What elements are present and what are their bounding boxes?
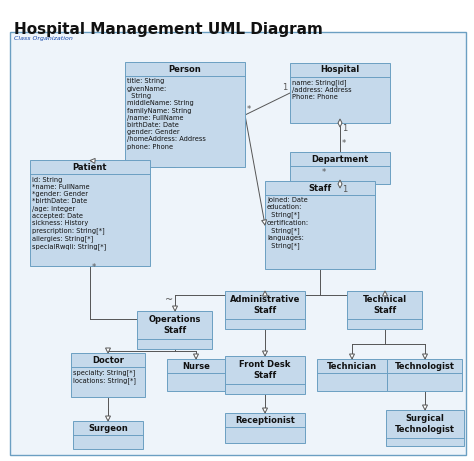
FancyBboxPatch shape <box>225 356 305 394</box>
Polygon shape <box>90 159 95 163</box>
FancyBboxPatch shape <box>290 152 390 184</box>
Text: Technician: Technician <box>327 361 377 371</box>
Text: Hospital Management UML Diagram: Hospital Management UML Diagram <box>14 22 323 37</box>
FancyBboxPatch shape <box>347 291 422 329</box>
Polygon shape <box>193 354 199 359</box>
FancyBboxPatch shape <box>30 160 150 266</box>
Text: Surgeon: Surgeon <box>88 424 128 432</box>
Polygon shape <box>263 408 267 413</box>
Text: Front Desk
Staff: Front Desk Staff <box>239 361 291 380</box>
Text: specialty: String[*]
locations: String[*]: specialty: String[*] locations: String[*… <box>73 369 136 384</box>
Text: Hospital: Hospital <box>320 65 360 75</box>
FancyBboxPatch shape <box>386 410 464 446</box>
Text: Doctor: Doctor <box>92 355 124 365</box>
Polygon shape <box>338 180 342 188</box>
Polygon shape <box>383 291 388 296</box>
Text: joined: Date
education:
  String[*]
certification:
  String[*]
languages:
  Stri: joined: Date education: String[*] certif… <box>267 197 309 249</box>
Text: 1: 1 <box>342 124 347 133</box>
Text: 1: 1 <box>282 83 287 92</box>
Text: title: String
givenName:
  String
middleName: String
familyName: String
/name: F: title: String givenName: String middleNa… <box>127 78 206 150</box>
Text: Receptionist: Receptionist <box>235 415 295 425</box>
Polygon shape <box>349 354 355 359</box>
Polygon shape <box>262 219 266 225</box>
Text: Nurse: Nurse <box>182 361 210 371</box>
Text: *: * <box>322 168 326 177</box>
Polygon shape <box>106 416 110 421</box>
FancyBboxPatch shape <box>265 181 375 269</box>
FancyBboxPatch shape <box>167 359 225 391</box>
Text: ~: ~ <box>165 295 173 305</box>
Text: Operations
Staff: Operations Staff <box>149 315 201 335</box>
FancyBboxPatch shape <box>388 359 463 391</box>
Text: Administrative
Staff: Administrative Staff <box>230 296 300 315</box>
Polygon shape <box>422 354 428 359</box>
Text: *: * <box>342 139 346 148</box>
Polygon shape <box>422 405 428 410</box>
FancyBboxPatch shape <box>73 421 143 449</box>
Text: Staff: Staff <box>309 183 332 193</box>
FancyBboxPatch shape <box>317 359 387 391</box>
Polygon shape <box>173 306 177 311</box>
Text: 1: 1 <box>342 185 347 194</box>
Text: Class Organization: Class Organization <box>14 36 73 41</box>
FancyBboxPatch shape <box>125 63 245 167</box>
Text: Surgical
Technologist: Surgical Technologist <box>395 414 455 434</box>
Text: *: * <box>247 105 251 114</box>
Text: id: String
*name: FullName
*gender: Gender
*birthDate: Date
/age: Integer
accept: id: String *name: FullName *gender: Gend… <box>32 177 106 250</box>
Text: Technical
Staff: Technical Staff <box>363 296 407 315</box>
Text: Technologist: Technologist <box>395 361 455 371</box>
Text: name: String[id]
/address: Address
Phone: Phone: name: String[id] /address: Address Phone… <box>292 79 352 100</box>
Text: Department: Department <box>311 154 369 164</box>
Polygon shape <box>263 291 267 296</box>
FancyBboxPatch shape <box>290 63 390 123</box>
Polygon shape <box>263 351 267 356</box>
Polygon shape <box>106 348 110 353</box>
FancyBboxPatch shape <box>71 353 145 397</box>
Text: Person: Person <box>169 65 201 74</box>
FancyBboxPatch shape <box>10 32 466 455</box>
FancyBboxPatch shape <box>225 291 305 329</box>
Polygon shape <box>338 119 342 127</box>
Text: Patient: Patient <box>73 163 107 172</box>
FancyBboxPatch shape <box>137 311 212 349</box>
FancyBboxPatch shape <box>225 413 305 443</box>
Text: *: * <box>92 262 96 272</box>
